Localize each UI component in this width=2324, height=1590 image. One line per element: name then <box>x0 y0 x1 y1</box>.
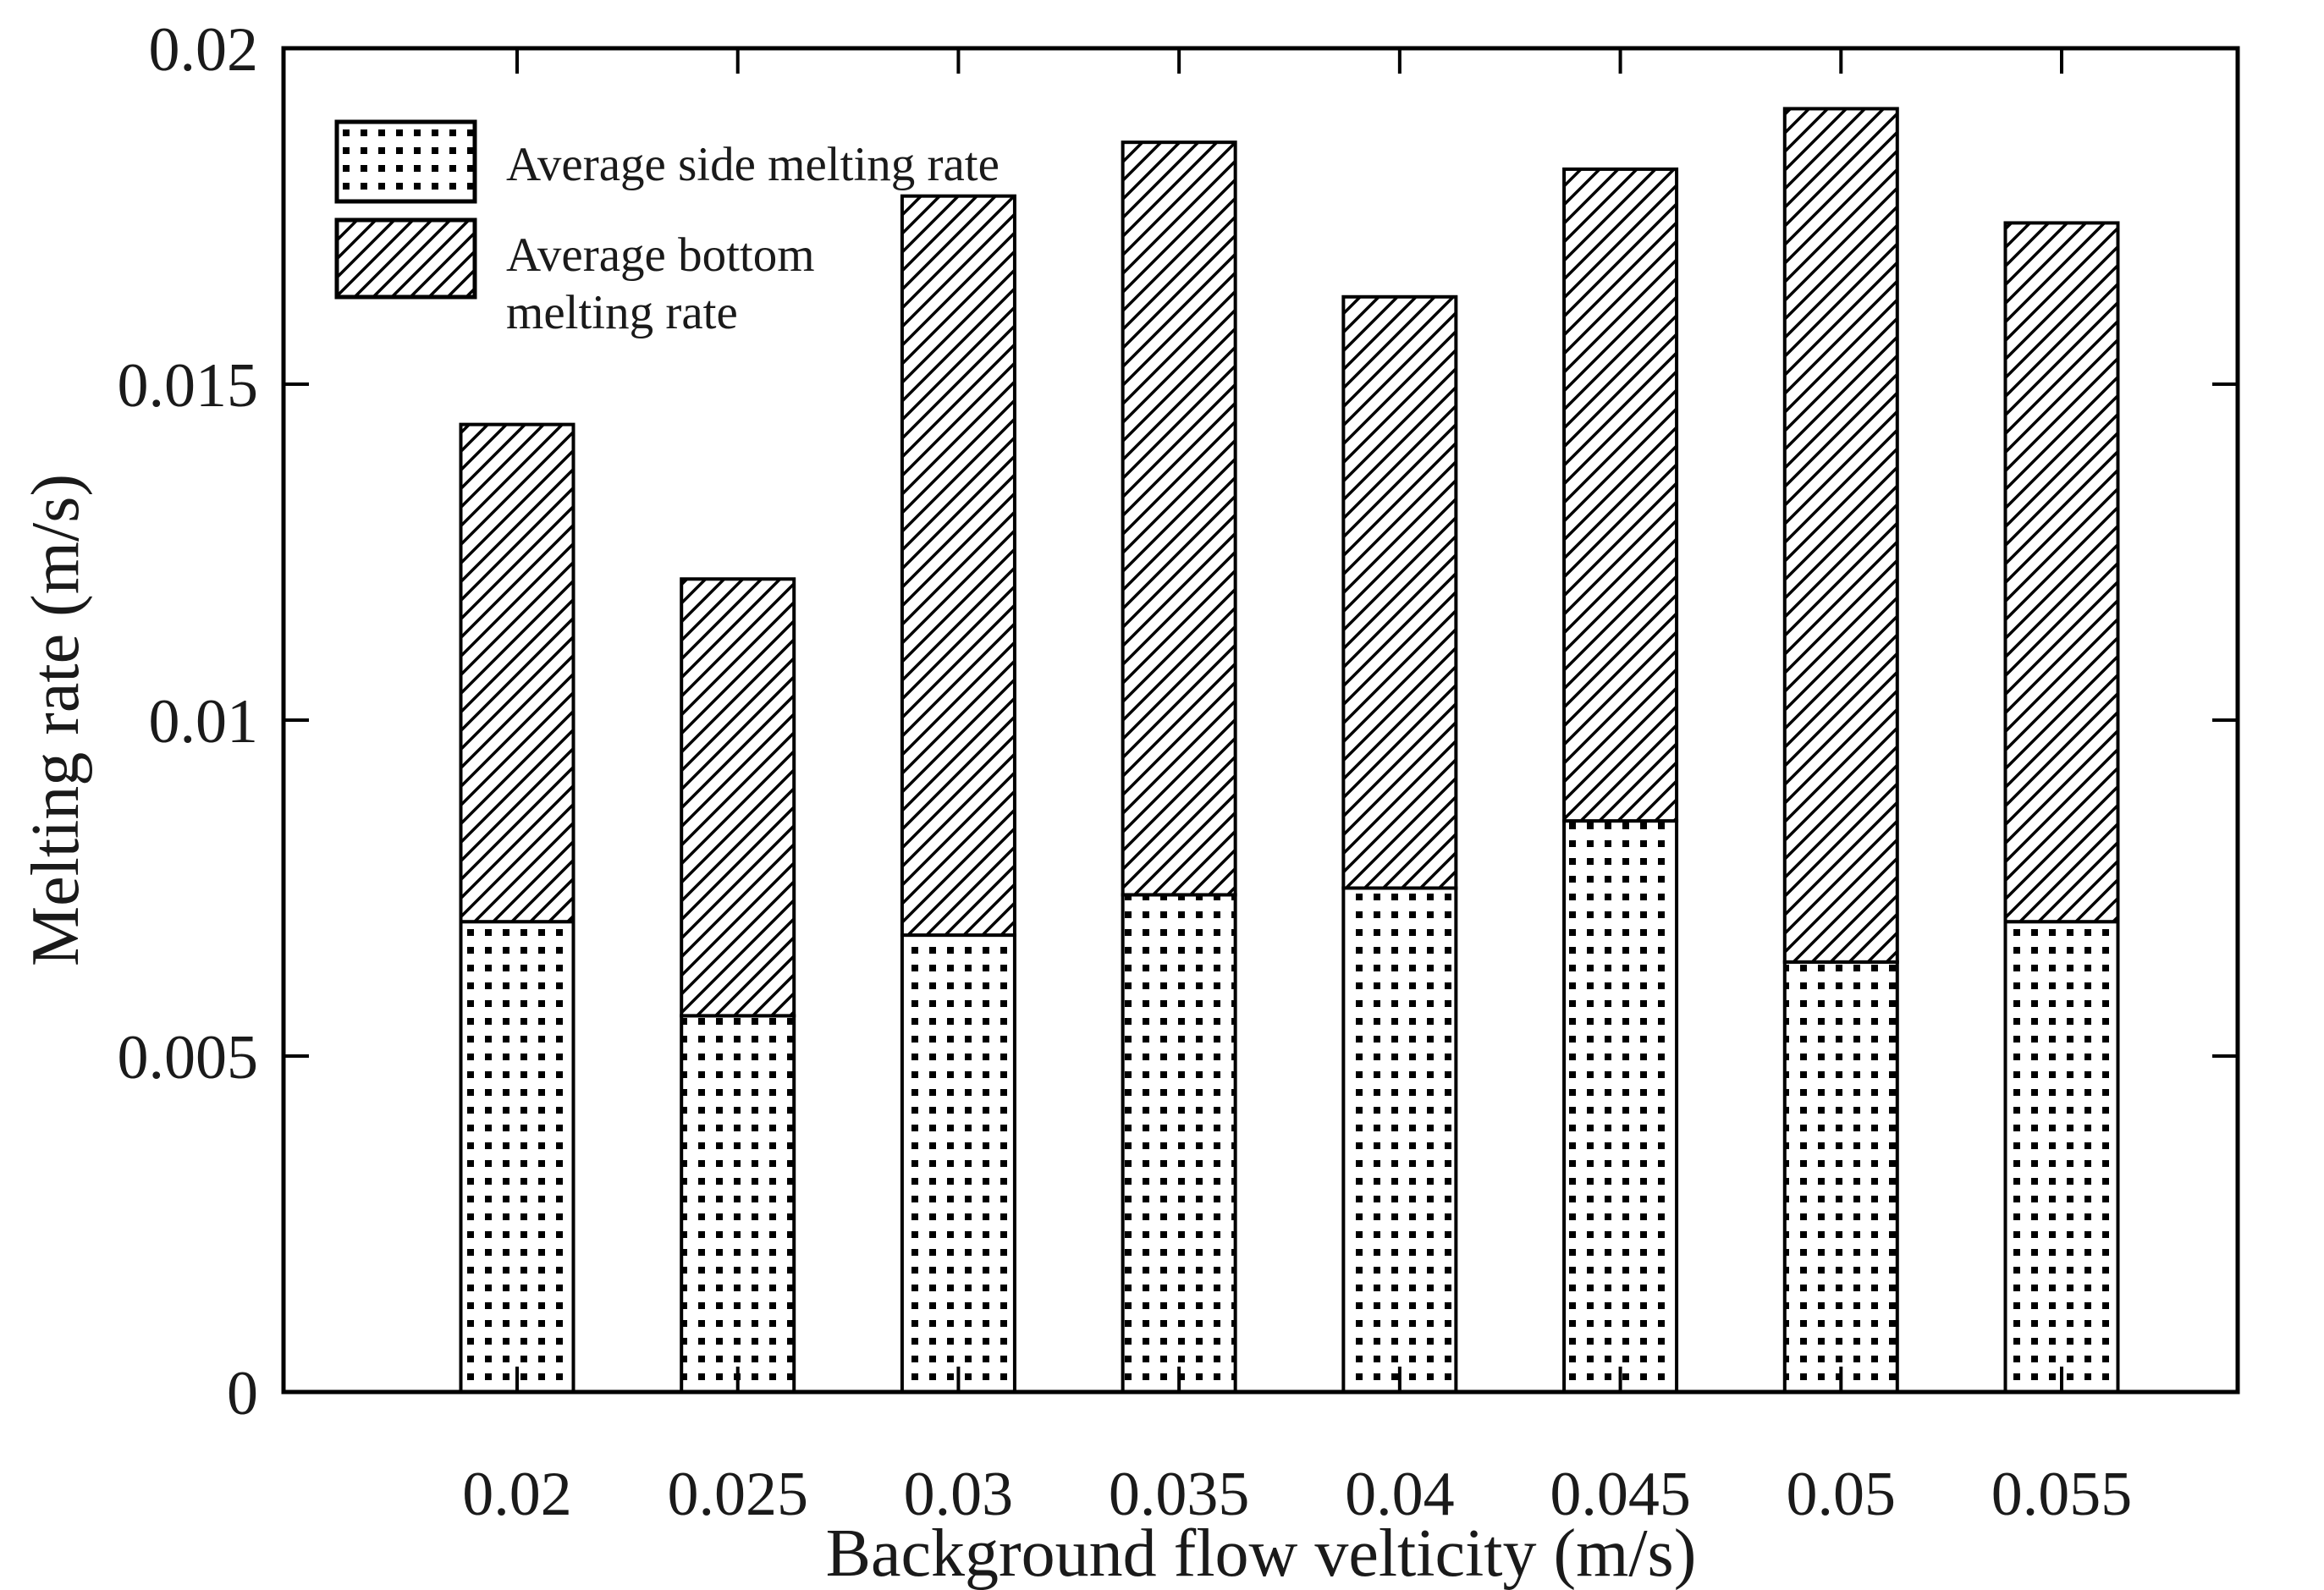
x-tick-label-0.05: 0.05 <box>1787 1460 1897 1529</box>
bar-side-segment-0.055 <box>2003 920 2120 1394</box>
bar-bottom-segment-0.025 <box>680 577 796 1018</box>
legend-swatch-dots <box>334 119 477 204</box>
bar-side-segment-0.02 <box>459 920 575 1394</box>
y-tick-label-0.01: 0.01 <box>149 687 259 756</box>
x-tick-label-0.03: 0.03 <box>904 1460 1014 1529</box>
bar-side-segment-0.045 <box>1562 819 1679 1394</box>
y-tick-label-0.005: 0.005 <box>118 1023 259 1092</box>
bar-bottom-segment-0.05 <box>1782 107 1899 964</box>
bar-side-segment-0.035 <box>1121 893 1237 1394</box>
x-tick-label-0.035: 0.035 <box>1109 1460 1250 1529</box>
y-tick-label-0.015: 0.015 <box>118 351 259 421</box>
legend-label-side: Average side melting rate <box>506 138 1000 191</box>
tick-labels: 0.02 0.025 0.03 0.035 0.04 0.045 0.05 0.055 0 0.0… <box>118 15 2133 1529</box>
bars-layer <box>459 107 2120 1394</box>
bar-bottom-segment-0.055 <box>2003 221 2120 924</box>
legend-label-bottom-line1: Average bottom <box>506 228 815 282</box>
axes-frame <box>281 46 2240 1395</box>
bar-bottom-segment-0.03 <box>900 194 1016 938</box>
x-tick-label-0.02: 0.02 <box>462 1460 572 1529</box>
y-tick-label-0.02: 0.02 <box>149 15 259 85</box>
y-tick-label-0: 0 <box>227 1359 258 1428</box>
bar-bottom-segment-0.04 <box>1341 294 1458 890</box>
bar-bottom-segment-0.045 <box>1562 167 1679 823</box>
bar-side-segment-0.04 <box>1341 886 1458 1394</box>
x-axis-label: Background flow velticity (m/s) <box>826 1516 1697 1590</box>
legend-swatch-hatch <box>334 217 477 300</box>
x-tick-label-0.04: 0.04 <box>1345 1460 1455 1529</box>
legend-label-bottom-line2: melting rate <box>506 286 738 339</box>
y-axis-label: Melting rate (m/s) <box>19 474 93 966</box>
legend: Average side melting rate Average bottom… <box>334 119 1000 339</box>
bar-side-segment-0.03 <box>900 933 1016 1394</box>
x-tick-label-0.045: 0.045 <box>1550 1460 1691 1529</box>
bar-side-segment-0.025 <box>680 1014 796 1394</box>
bar-side-segment-0.05 <box>1782 960 1899 1394</box>
bar-bottom-segment-0.02 <box>459 422 575 924</box>
x-tick-label-0.055: 0.055 <box>1991 1460 2133 1529</box>
x-tick-label-0.025: 0.025 <box>667 1460 808 1529</box>
bar-bottom-segment-0.035 <box>1121 140 1237 897</box>
